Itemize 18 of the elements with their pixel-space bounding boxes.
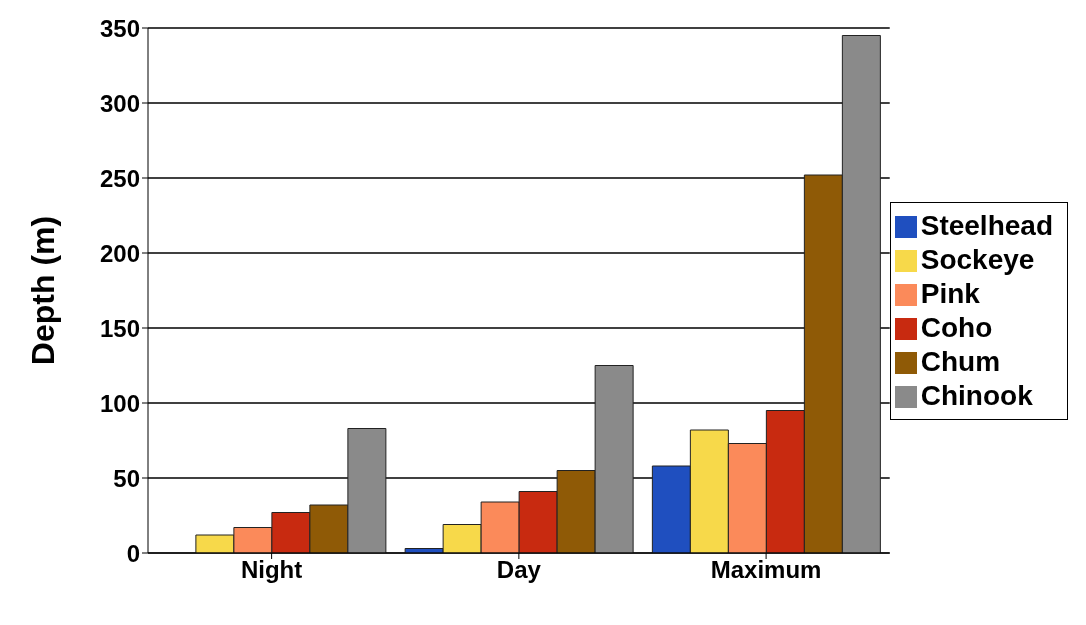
- legend-label: Coho: [920, 311, 993, 343]
- legend-label: Steelhead: [920, 209, 1053, 241]
- y-axis-title: Depth (m): [25, 215, 62, 366]
- y-tick-label: 50: [113, 464, 140, 492]
- legend-label: Pink: [920, 277, 980, 309]
- legend-label: Chum: [920, 345, 1001, 377]
- legend-label: Chinook: [920, 379, 1033, 411]
- y-tick-label: 0: [126, 539, 140, 567]
- x-tick-label: Maximum: [710, 556, 822, 584]
- y-tick-label: 250: [99, 164, 140, 192]
- y-tick-label: 300: [99, 89, 140, 117]
- x-tick-label: Day: [496, 556, 542, 584]
- y-tick-label: 100: [99, 389, 140, 417]
- x-tick-label: Night: [240, 556, 303, 584]
- y-tick-label: 350: [99, 14, 140, 42]
- legend-label: Sockeye: [920, 243, 1035, 275]
- y-tick-label: 150: [99, 314, 140, 342]
- y-tick-label: 200: [99, 239, 140, 267]
